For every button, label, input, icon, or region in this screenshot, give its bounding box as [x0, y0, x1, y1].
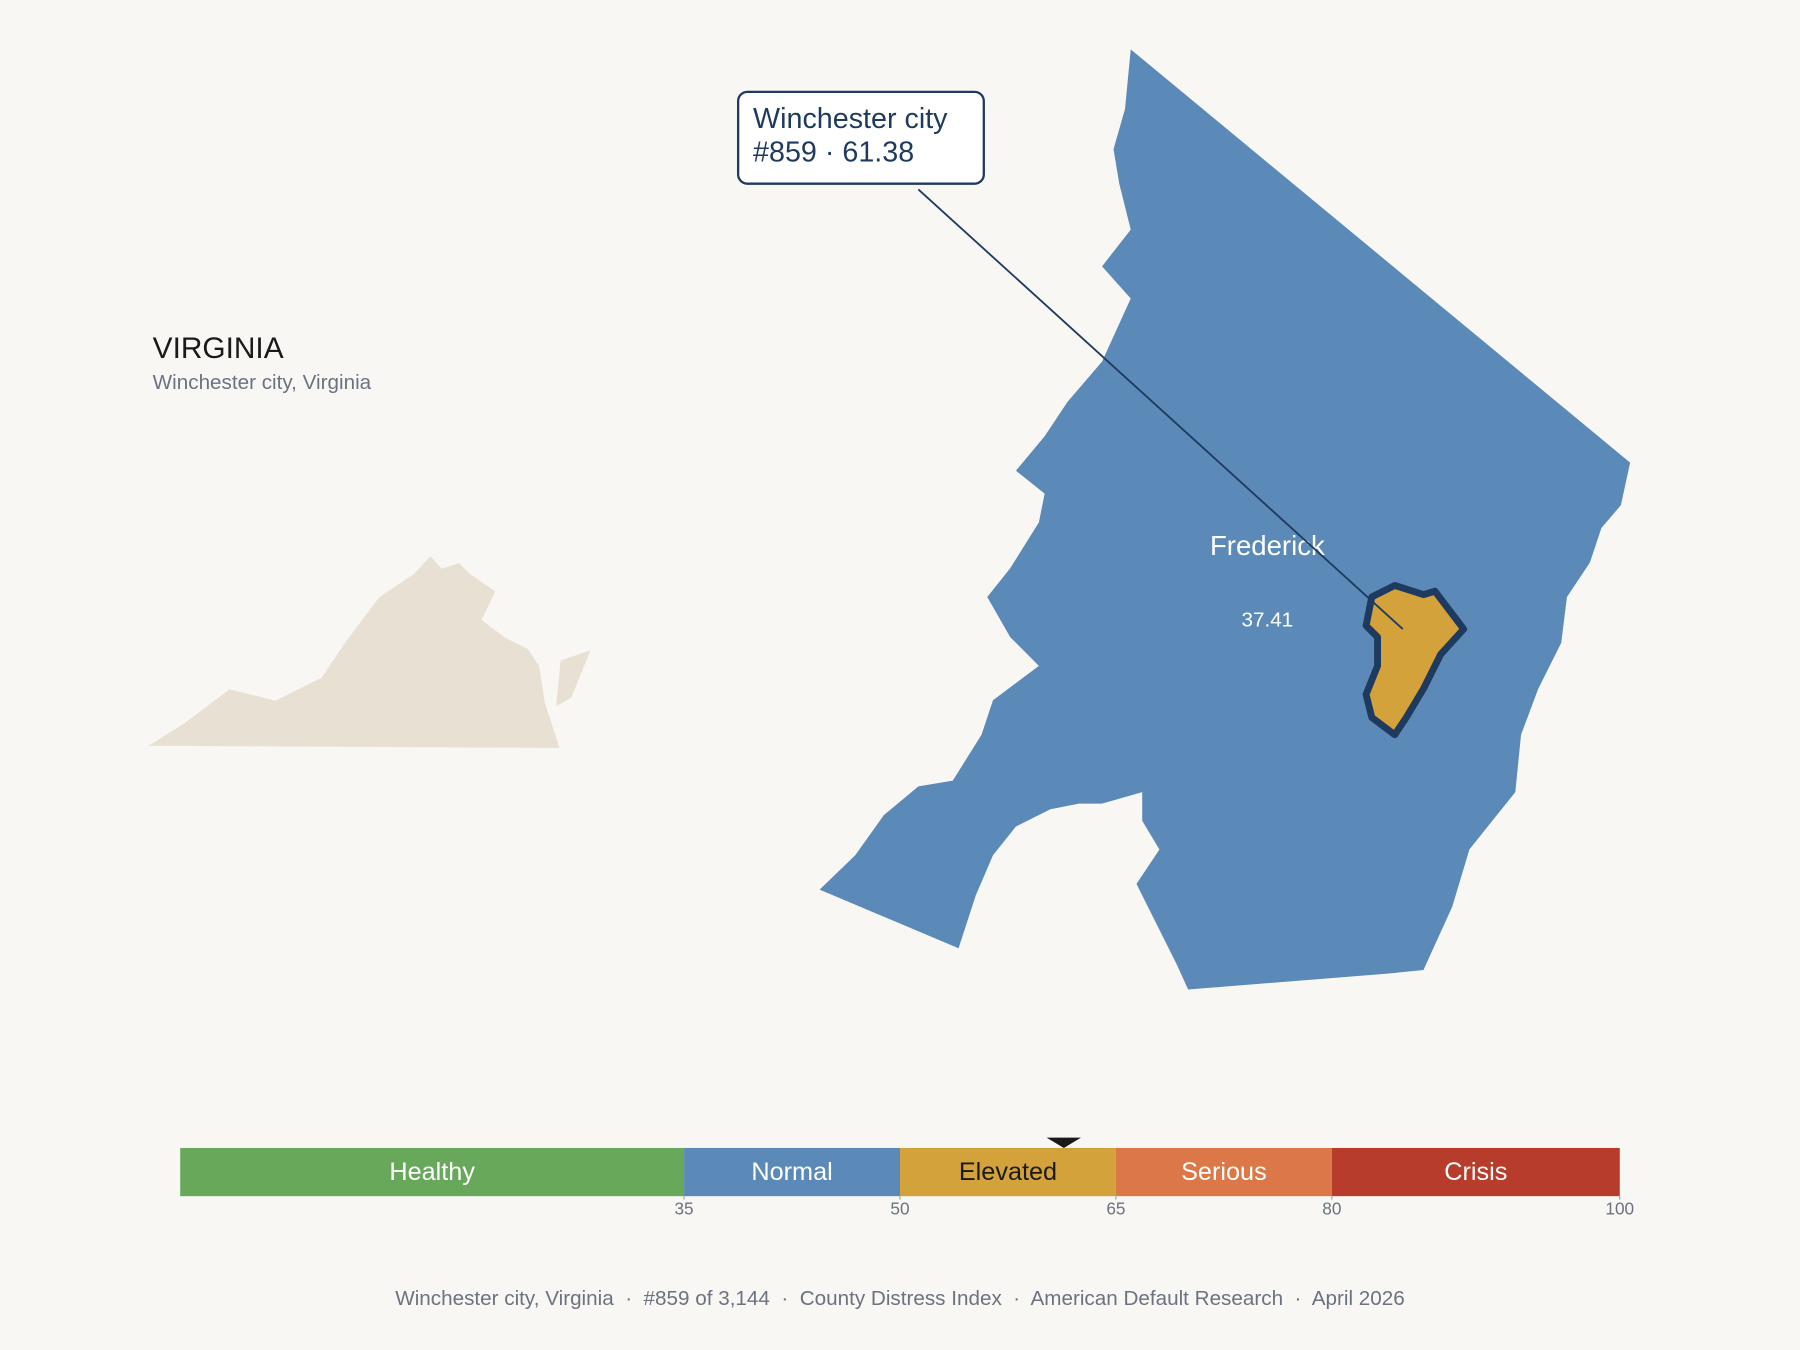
scale-tick-label: 35 — [674, 1198, 693, 1218]
scale-tick-label: 65 — [1106, 1198, 1125, 1218]
scale-band — [684, 1147, 900, 1197]
state-subtitle: Winchester city, Virginia — [153, 371, 372, 394]
scale-band — [1115, 1147, 1332, 1197]
scale-band-label: Healthy — [389, 1158, 475, 1186]
scale-band — [1331, 1147, 1620, 1197]
scale-tick-label: 80 — [1322, 1198, 1341, 1218]
callout-rank-score: #859 · 61.38 — [753, 136, 914, 168]
footer: Winchester city, Virginia · #859 of 3,14… — [395, 1287, 1405, 1310]
state-outline — [145, 554, 592, 749]
state-title: VIRGINIA — [153, 332, 284, 365]
score-marker — [1046, 1137, 1082, 1148]
city-shape[interactable] — [1362, 582, 1468, 739]
callout-box — [736, 90, 985, 185]
scale-band-label: Elevated — [959, 1158, 1057, 1186]
scale-tick-label: 50 — [890, 1198, 909, 1218]
scale-band-label: Normal — [751, 1158, 832, 1186]
scale-band — [180, 1147, 685, 1197]
scale-band — [900, 1147, 1116, 1197]
scale-band-label: Serious — [1181, 1158, 1267, 1186]
callout-leader — [917, 188, 1404, 630]
county-shape[interactable] — [819, 49, 1631, 990]
scale-band-label: Crisis — [1444, 1158, 1507, 1186]
callout-name: Winchester city — [753, 103, 948, 135]
scale-tick-label: 100 — [1605, 1198, 1634, 1218]
county-name: Frederick — [1210, 530, 1325, 561]
scale-bar: Healthy Normal Elevated Serious Crisis 35 50 65… — [180, 1137, 1634, 1218]
county-score: 37.41 — [1241, 608, 1293, 631]
